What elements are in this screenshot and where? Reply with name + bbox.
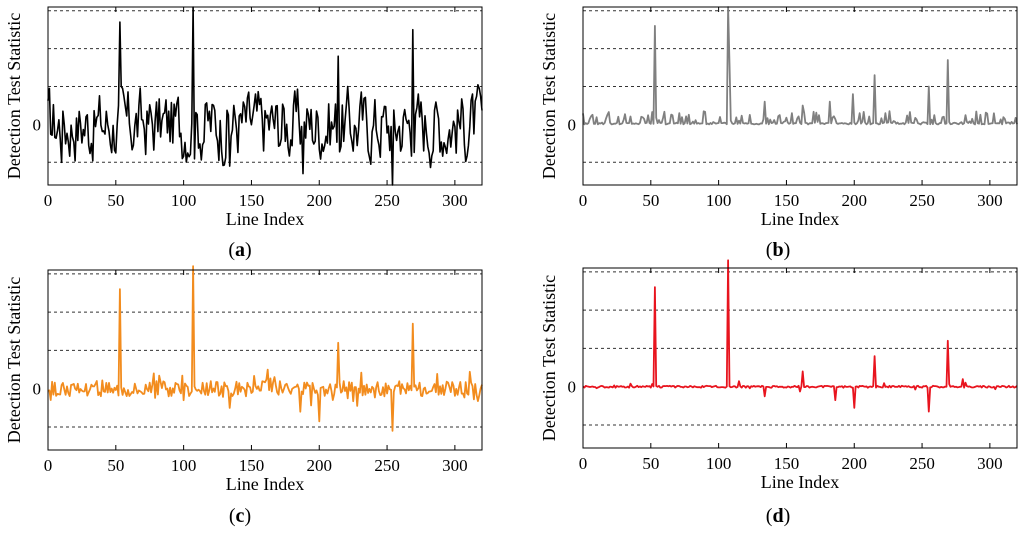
axes-frame — [582, 267, 1018, 449]
axes-frame — [47, 269, 483, 451]
y-tick-label: 0 — [568, 378, 577, 397]
x-axis-label: Line Index — [761, 472, 839, 492]
x-tick-label: 50 — [642, 191, 659, 210]
x-tick-label: 0 — [44, 191, 53, 210]
chart-panel-c: 0 50 100 150 200 250 300 0 Line Index Detection T… — [4, 265, 483, 527]
x-tick-label: 300 — [442, 191, 468, 210]
x-tick-label: 250 — [909, 191, 935, 210]
series-line — [47, 265, 483, 432]
panel-caption: (c) — [229, 505, 251, 527]
y-tick-label: 0 — [33, 115, 42, 134]
x-tick-label: 100 — [171, 191, 197, 210]
panel-caption: (d) — [766, 505, 790, 527]
series-line — [582, 6, 1018, 126]
x-tick-label: 300 — [442, 456, 468, 475]
x-tick-label: 150 — [774, 454, 800, 473]
x-tick-label: 250 — [909, 454, 935, 473]
x-tick-label: 0 — [44, 456, 53, 475]
y-axis-label: Detection Test Statistic — [539, 13, 559, 179]
x-tick-label: 200 — [842, 454, 868, 473]
x-tick-label: 250 — [374, 456, 400, 475]
series-line — [582, 259, 1018, 413]
x-tick-label: 200 — [307, 456, 333, 475]
y-axis-label: Detection Test Statistic — [4, 13, 24, 179]
x-tick-label: 100 — [171, 456, 197, 475]
chart-panel-a: 0 50 100 150 200 250 300 0 Line Index Detection T… — [4, 6, 483, 261]
x-tick-label: 200 — [842, 191, 868, 210]
x-axis-label: Line Index — [226, 209, 304, 229]
chart-panel-d: 0 50 100 150 200 250 300 0 Line Index Detection T… — [539, 259, 1018, 527]
x-tick-label: 150 — [239, 191, 265, 210]
y-axis-label: Detection Test Statistic — [539, 275, 559, 441]
panel-caption: (b) — [766, 239, 790, 261]
y-axis-label: Detection Test Statistic — [4, 277, 24, 443]
x-tick-label: 250 — [374, 191, 400, 210]
x-tick-label: 50 — [642, 454, 659, 473]
x-tick-label: 300 — [977, 191, 1003, 210]
x-tick-label: 50 — [107, 191, 124, 210]
x-tick-label: 200 — [307, 191, 333, 210]
x-axis-label: Line Index — [226, 474, 304, 494]
x-tick-label: 0 — [579, 191, 588, 210]
y-tick-label: 0 — [568, 115, 577, 134]
x-tick-label: 300 — [977, 454, 1003, 473]
x-tick-label: 150 — [239, 456, 265, 475]
panel-caption: (a) — [228, 239, 251, 261]
y-tick-label: 0 — [33, 380, 42, 399]
axes-frame — [47, 6, 483, 186]
axes-frame — [582, 6, 1018, 186]
x-tick-label: 100 — [706, 454, 732, 473]
x-tick-label: 50 — [107, 456, 124, 475]
series-line — [47, 6, 483, 186]
x-axis-label: Line Index — [761, 209, 839, 229]
x-tick-label: 150 — [774, 191, 800, 210]
x-tick-label: 0 — [579, 454, 588, 473]
x-tick-label: 100 — [706, 191, 732, 210]
chart-panel-b: 0 50 100 150 200 250 300 0 Line Index Detection T… — [539, 6, 1018, 261]
